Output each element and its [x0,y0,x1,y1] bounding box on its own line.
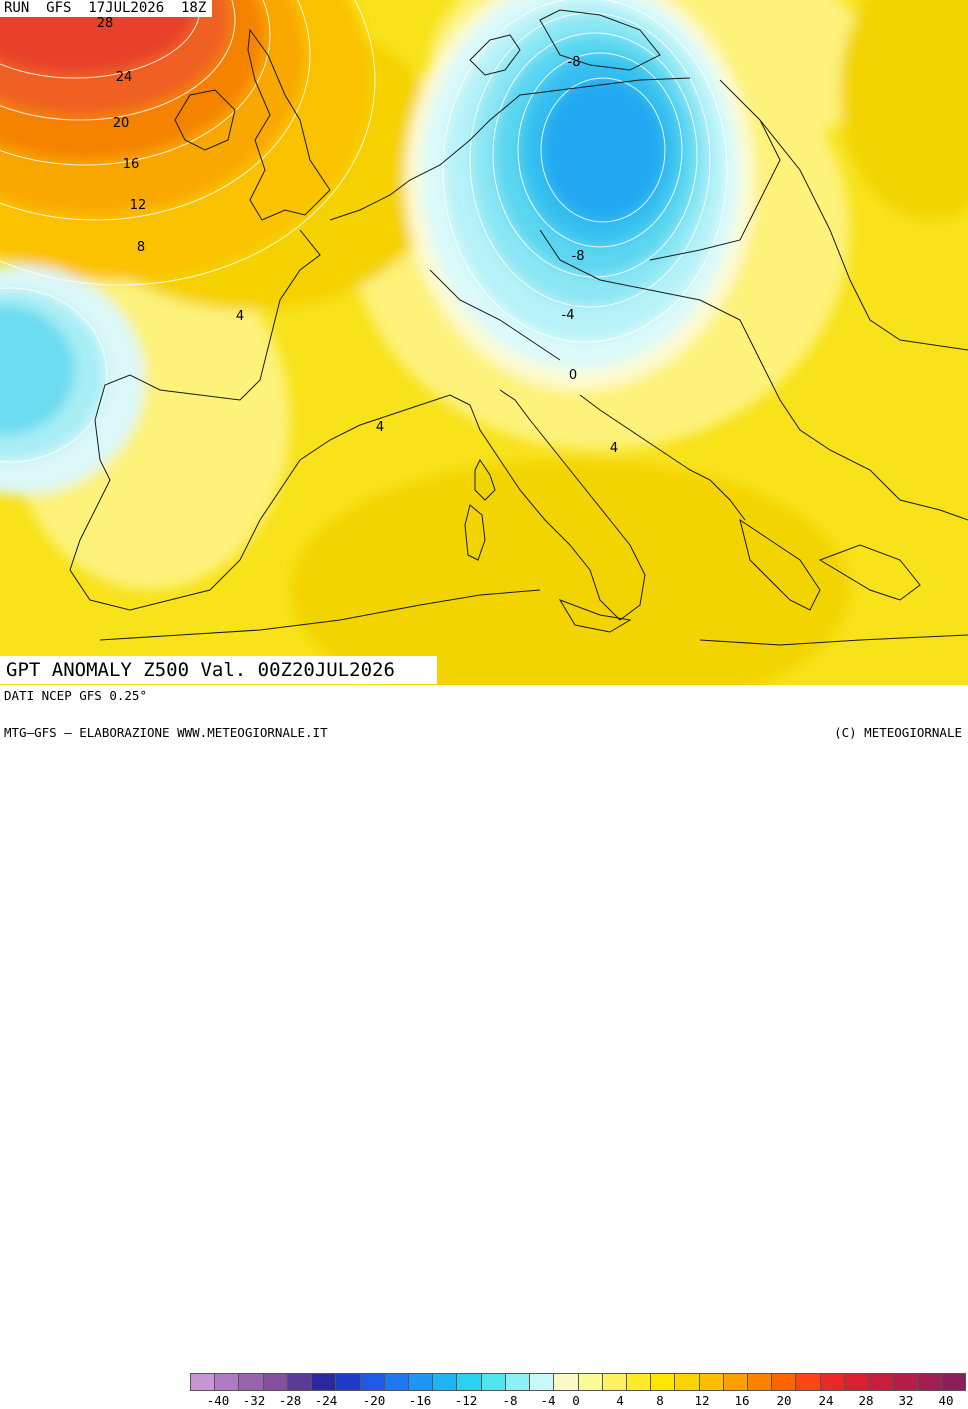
contour-label: 16 [123,157,140,172]
scale-swatch [578,1374,603,1390]
scale-tick-label: -40 [206,1393,230,1408]
contour-label: 4 [236,309,244,324]
scale-swatch [820,1374,845,1390]
scale-tick-label: 4 [616,1393,624,1408]
scale-swatch [941,1374,965,1390]
scale-swatch [699,1374,724,1390]
scale-swatch [675,1374,700,1390]
data-source-label: DATI NCEP GFS 0.25° [4,688,147,703]
contour-label: 8 [137,240,145,255]
scale-swatch [287,1374,313,1390]
anomaly-map: 28 24 20 16 12 8 4 -8 -8 -4 0 4 4 [0,0,968,685]
scale-swatch [481,1374,506,1390]
contour-label: 0 [569,368,577,383]
scale-tick-label: -20 [362,1393,386,1408]
scale-swatch [360,1374,385,1390]
scale-tick-label: -12 [454,1393,478,1408]
scale-swatch [554,1374,579,1390]
contour-label: -8 [568,55,581,70]
scale-swatch [602,1374,627,1390]
scale-swatch [651,1374,676,1390]
scale-swatch [893,1374,918,1390]
scale-swatch [844,1374,870,1390]
scale-swatch [505,1374,531,1390]
scale-tick-label: -16 [408,1393,432,1408]
scale-tick-label: -4 [540,1393,556,1408]
scale-tick-label: 32 [898,1393,914,1408]
scale-swatch [191,1374,216,1390]
scale-tick-label: -32 [242,1393,266,1408]
map-area[interactable]: 28 24 20 16 12 8 4 -8 -8 -4 0 4 4 RUN GFS 17JUL2026 … [0,0,968,685]
scale-tick-label: 24 [818,1393,834,1408]
scale-tick-label: -28 [278,1393,302,1408]
scale-tick-label: 0 [572,1393,580,1408]
contour-label: 12 [130,198,147,213]
coastlines [69,9,968,646]
contour-label: 24 [116,70,133,85]
scale-swatch [433,1374,458,1390]
map-title: GPT ANOMALY Z500 Val. 00Z20JUL2026 [0,656,437,684]
contour-label: 20 [113,116,130,131]
credit-right: (C) METEOGIORNALE [834,725,962,740]
scale-tick-label: 16 [734,1393,750,1408]
scale-tick-label: 12 [694,1393,710,1408]
scale-tick-label: -8 [502,1393,518,1408]
scale-tick-label: 40 [938,1393,954,1408]
scale-tick-label: 28 [858,1393,874,1408]
credit-left: MTG–GFS – ELABORAZIONE WWW.METEOGIORNALE… [4,725,328,740]
scale-tick-label: 8 [656,1393,664,1408]
scale-swatch [772,1374,797,1390]
scale-swatch [408,1374,434,1390]
scale-swatch [312,1374,337,1390]
contour-label: 4 [376,420,384,435]
scale-swatch [263,1374,288,1390]
color-scale-ticks: -40 -32 -28 -24 -20 -16 -12 -8 -4 0 4 8 12 16 20 24 28 32… [190,1393,966,1409]
contour-label: 4 [610,441,618,456]
scale-swatch [239,1374,264,1390]
contour-lines [0,0,728,463]
scale-swatch [869,1374,894,1390]
scale-swatch [723,1374,749,1390]
scale-swatch [457,1374,482,1390]
contour-label: -8 [572,249,585,264]
scale-tick-label: 20 [776,1393,792,1408]
scale-swatch [336,1374,361,1390]
scale-swatch [215,1374,240,1390]
color-scale-bar [190,1373,966,1391]
anomaly-field [0,0,968,685]
run-header: RUN GFS 17JUL2026 18Z [0,0,213,17]
scale-swatch [530,1374,555,1390]
scale-swatch [748,1374,773,1390]
scale-swatch [917,1374,942,1390]
scale-swatch [384,1374,409,1390]
contour-label: 28 [97,16,114,31]
scale-swatch [796,1374,821,1390]
contour-label: -4 [562,308,575,323]
contour-labels: 28 24 20 16 12 8 4 -8 -8 -4 0 4 4 [97,16,618,456]
scale-tick-label: -24 [314,1393,338,1408]
scale-swatch [626,1374,652,1390]
footer: DATI NCEP GFS 0.25° -40 -32 -28 -24 -20 -16 -1… [0,685,968,1408]
